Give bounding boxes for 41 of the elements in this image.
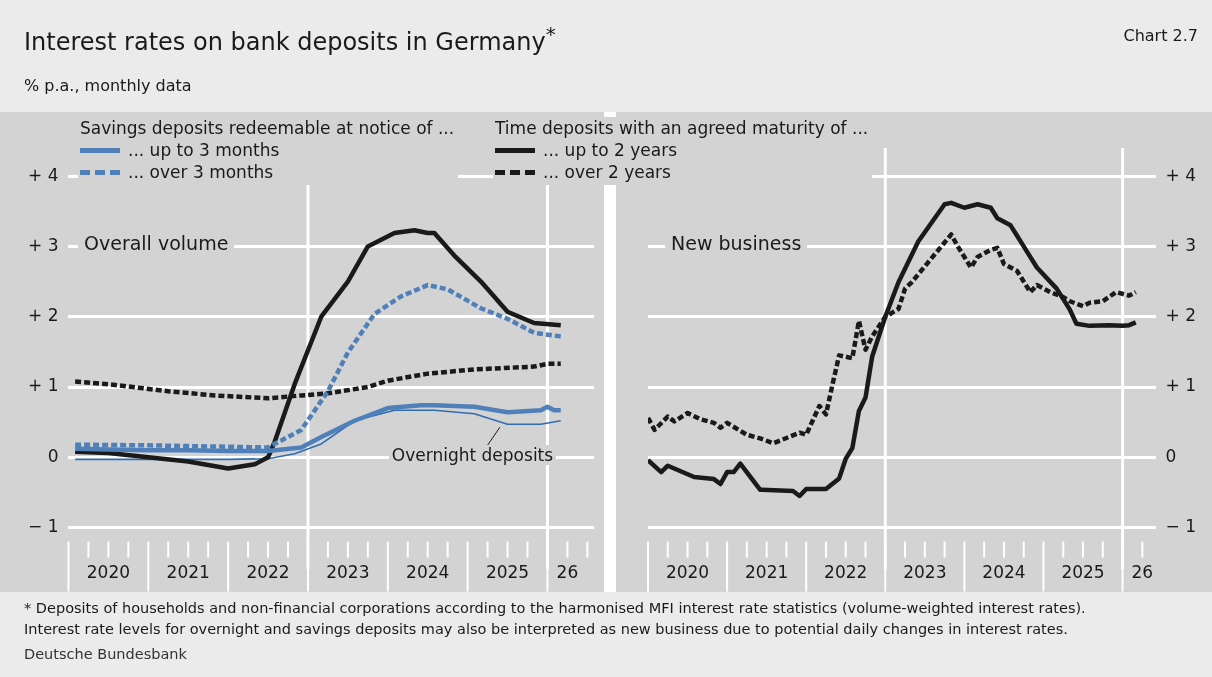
annotation: Overnight deposits — [388, 445, 557, 466]
caption: Chart 2.7 — [1123, 26, 1198, 45]
text: * Deposits of households and non-financial corporations according to the harmonised MFI interest rate statistics (volume-weighted interest rates). — [24, 599, 1087, 618]
y-tick-label: + 3 — [1165, 234, 1196, 255]
annotation: Overall volume — [78, 232, 235, 254]
chart-title: Interest rates on bank deposits in Germany$^{*}$ — [24, 22, 556, 56]
y-tick-label: 0 — [47, 445, 59, 466]
text: Time deposits with an agreed maturity of ... — [495, 117, 869, 139]
y-tick-label: 0 — [1165, 445, 1177, 466]
text: Savings deposits redeemable at notice of ... — [80, 117, 455, 139]
y-tick-label: + 2 — [28, 305, 59, 326]
x-tick-label: 2021 — [166, 562, 210, 583]
x-tick-label: 26 — [556, 562, 579, 583]
legend-label: ... up to 2 years — [543, 139, 678, 161]
y-tick-label: + 1 — [1165, 375, 1196, 396]
x-tick-label: 2023 — [326, 562, 370, 583]
chart-subtitle: % p.a., monthly data — [24, 76, 192, 95]
legend-label: ... up to 3 months — [128, 139, 280, 161]
x-tick-label: 2023 — [903, 562, 947, 583]
y-tick-label: + 4 — [28, 164, 59, 185]
x-tick-label: 2022 — [246, 562, 290, 583]
x-tick-label: 2025 — [1061, 562, 1105, 583]
x-tick-label: 2022 — [824, 562, 868, 583]
x-tick-label: 2021 — [745, 562, 789, 583]
x-tick-label: 2025 — [485, 562, 530, 583]
x-tick-label: 2024 — [406, 562, 450, 583]
y-tick-label: − 1 — [1165, 516, 1196, 537]
annotation: New business — [665, 232, 808, 254]
y-tick-label: + 4 — [1165, 164, 1196, 185]
text: Interest rate levels for overnight and savings deposits may also be interpreted as new business due to potential daily changes in interest rates. — [24, 620, 1069, 639]
y-tick-label: − 1 — [28, 516, 59, 537]
x-tick-label: 2020 — [86, 562, 131, 583]
x-tick-label: 2024 — [982, 562, 1026, 583]
x-tick-label: 26 — [1131, 562, 1154, 583]
y-tick-label: + 1 — [28, 375, 59, 396]
legend-label: ... over 3 months — [128, 161, 274, 183]
text: Deutsche Bundesbank — [24, 645, 188, 664]
y-tick-label: + 2 — [1165, 305, 1196, 326]
x-tick-label: 2020 — [665, 562, 710, 583]
legend-label: ... over 2 years — [543, 161, 671, 183]
y-tick-label: + 3 — [28, 234, 59, 255]
